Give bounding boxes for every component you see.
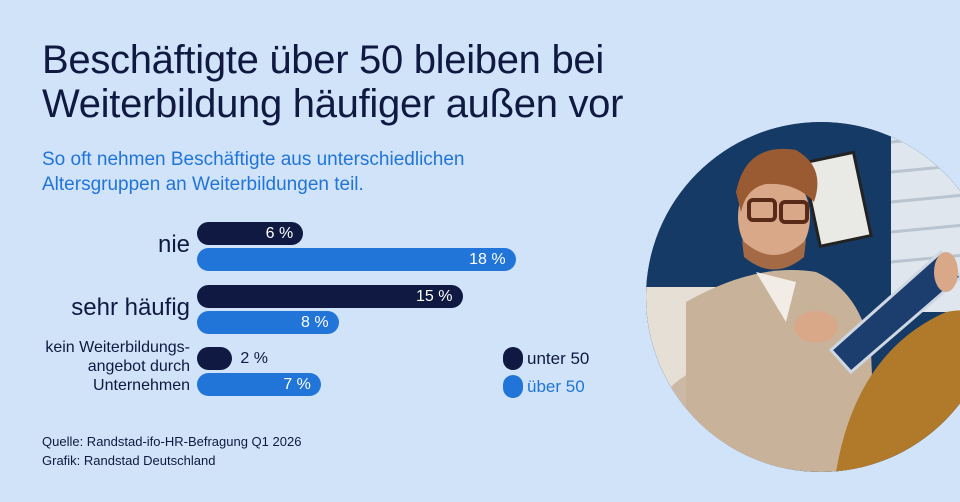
subtitle-line: So oft nehmen Beschäftigte aus unterschi… — [42, 149, 465, 170]
bar-unter-50: 15 % — [197, 285, 463, 308]
data-label: 18 % — [469, 251, 506, 268]
chart-title: Beschäftigte über 50 bleiben bei Weiterb… — [42, 38, 623, 126]
photo-man-with-tablet — [646, 122, 960, 472]
bar-ueber-50: 18 % — [197, 248, 516, 271]
subtitle-line: Altersgruppen an Weiterbildungen teil. — [42, 174, 364, 195]
data-label: 2 % — [240, 350, 268, 367]
category-label-line: kein Weiterbildungs- — [45, 339, 190, 356]
legend-swatch-ueber-50 — [503, 375, 523, 398]
photo-illustration — [646, 122, 960, 472]
category-label-line: Unternehmen — [93, 377, 190, 394]
category-label-line: angebot durch — [87, 358, 190, 375]
title-line: Beschäftigte über 50 bleiben bei — [42, 38, 604, 82]
bar-ueber-50: 7 % — [197, 373, 321, 396]
bar-ueber-50: 8 % — [197, 311, 339, 334]
category-label-kein-angebot: kein Weiterbildungs- angebot durch Unter… — [45, 338, 190, 395]
data-label: 7 % — [283, 376, 311, 393]
bar-unter-50: 6 % — [197, 222, 304, 245]
source-note: Quelle: Randstad-ifo-HR-Befragung Q1 202… — [42, 434, 302, 449]
legend-label-unter-50: unter 50 — [527, 349, 590, 368]
bar-unter-50 — [197, 347, 233, 370]
data-label: 6 % — [265, 225, 294, 242]
title-line: Weiterbildung häufiger außen vor — [42, 82, 624, 126]
legend-swatch-unter-50 — [503, 347, 523, 370]
category-label-sehr-haeufig: sehr häufig — [71, 294, 190, 321]
category-label-nie: nie — [157, 231, 190, 258]
data-label: 8 % — [301, 314, 329, 331]
credit-note: Grafik: Randstad Deutschland — [42, 453, 216, 468]
chart-subtitle: So oft nehmen Beschäftigte aus unterschi… — [42, 147, 465, 197]
data-label: 15 % — [416, 288, 453, 305]
legend-label-ueber-50: über 50 — [527, 377, 585, 396]
